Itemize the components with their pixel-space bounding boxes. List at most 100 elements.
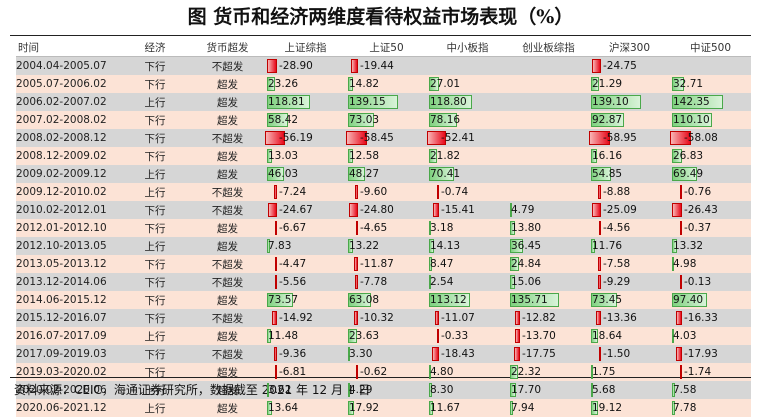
cell-period: 2009.02-2009.12 <box>16 165 120 183</box>
cell-value: -1.74 <box>670 366 711 378</box>
cell-money-supply: 不超发 <box>190 309 265 327</box>
cell-value: 7.78 <box>670 402 696 414</box>
cell-money-supply: 超发 <box>190 147 265 165</box>
cell-sme-index <box>427 57 508 76</box>
cell-value: 4.03 <box>670 330 696 342</box>
cell-csi300: 139.10 <box>589 93 670 111</box>
cell-money-supply: 不超发 <box>190 345 265 363</box>
cell-money-supply: 超发 <box>190 237 265 255</box>
cell-money-supply: 超发 <box>190 165 265 183</box>
cell-value: 3.18 <box>427 222 453 234</box>
cell-value: 4.80 <box>427 366 453 378</box>
cell-sme-index: 8.47 <box>427 255 508 273</box>
cell-value: 142.35 <box>670 96 710 108</box>
cell-value: 110.10 <box>670 114 710 126</box>
cell-value: 70.41 <box>427 168 460 180</box>
cell-money-supply: 超发 <box>190 363 265 381</box>
cell-sse50: -58.45 <box>346 129 427 147</box>
cell-period: 2015.12-2016.07 <box>16 309 120 327</box>
cell-value: -13.70 <box>508 330 556 342</box>
cell-csi500: 4.98 <box>670 255 751 273</box>
cell-csi500: -1.74 <box>670 363 751 381</box>
cell-value: 139.15 <box>346 96 386 108</box>
cell-period: 2004.04-2005.07 <box>16 57 120 76</box>
cell-value: 21.82 <box>427 150 460 162</box>
cell-value: -58.45 <box>346 132 394 144</box>
cell-sse50: -19.44 <box>346 57 427 76</box>
cell-sse-composite: 73.57 <box>265 291 346 309</box>
cell-sse50: 73.03 <box>346 111 427 129</box>
cell-sme-index: 118.80 <box>427 93 508 111</box>
cell-sse-composite: -9.36 <box>265 345 346 363</box>
cell-chinext-composite <box>508 165 589 183</box>
header-chinext-composite: 创业板综指 <box>508 39 589 57</box>
cell-chinext-composite: 36.45 <box>508 237 589 255</box>
cell-value: 113.12 <box>427 294 467 306</box>
cell-period: 2016.07-2017.09 <box>16 327 120 345</box>
cell-sme-index: 14.13 <box>427 237 508 255</box>
header-csi300: 沪深300 <box>589 39 670 57</box>
cell-csi300: -24.75 <box>589 57 670 76</box>
cell-csi300: -58.95 <box>589 129 670 147</box>
cell-economy: 下行 <box>120 75 190 93</box>
cell-value: -58.95 <box>589 132 637 144</box>
cell-value: -7.78 <box>346 276 387 288</box>
cell-period: 2008.02-2008.12 <box>16 129 120 147</box>
cell-economy: 下行 <box>120 255 190 273</box>
cell-value: 3.62 <box>265 384 291 396</box>
cell-csi300: 54.85 <box>589 165 670 183</box>
cell-sse50: 13.22 <box>346 237 427 255</box>
cell-value: -28.90 <box>265 60 313 72</box>
cell-sme-index: -52.41 <box>427 129 508 147</box>
cell-value: 3.30 <box>346 348 372 360</box>
cell-sme-index: 11.67 <box>427 399 508 417</box>
cell-value: 27.01 <box>427 78 460 90</box>
cell-value: -0.74 <box>427 186 468 198</box>
cell-sse-composite: -28.90 <box>265 57 346 76</box>
cell-sme-index: -0.74 <box>427 183 508 201</box>
cell-value: -6.81 <box>265 366 306 378</box>
cell-chinext-composite: 7.94 <box>508 399 589 417</box>
cell-period: 2006.02-2007.02 <box>16 93 120 111</box>
cell-money-supply: 超发 <box>190 75 265 93</box>
cell-value: -5.56 <box>265 276 306 288</box>
cell-chinext-composite: 17.70 <box>508 381 589 399</box>
cell-csi300: 92.87 <box>589 111 670 129</box>
cell-sse-composite: 13.64 <box>265 399 346 417</box>
cell-value: -18.43 <box>427 348 475 360</box>
cell-value: -11.07 <box>427 312 475 324</box>
cell-csi500: 110.10 <box>670 111 751 129</box>
cell-period: 2020.06-2021.12 <box>16 399 120 417</box>
cell-economy: 下行 <box>120 219 190 237</box>
cell-money-supply: 不超发 <box>190 183 265 201</box>
cell-value: -9.36 <box>265 348 306 360</box>
cell-sse50: 3.30 <box>346 345 427 363</box>
cell-value: 16.16 <box>589 150 622 162</box>
cell-value: 32.71 <box>670 78 703 90</box>
cell-sme-index: -18.43 <box>427 345 508 363</box>
cell-sse50: 14.82 <box>346 75 427 93</box>
cell-sse-composite: -6.67 <box>265 219 346 237</box>
cell-value: 15.06 <box>508 276 541 288</box>
cell-sse-composite: 13.03 <box>265 147 346 165</box>
cell-value: -14.92 <box>265 312 313 324</box>
cell-value: -17.93 <box>670 348 718 360</box>
cell-value: -4.65 <box>346 222 387 234</box>
cell-sme-index: -15.41 <box>427 201 508 219</box>
cell-value: 12.58 <box>346 150 379 162</box>
cell-chinext-composite: 24.84 <box>508 255 589 273</box>
cell-value: -0.13 <box>670 276 711 288</box>
cell-value: 54.85 <box>589 168 622 180</box>
cell-period: 2009.12-2010.02 <box>16 183 120 201</box>
cell-csi500: 26.83 <box>670 147 751 165</box>
header-sse50: 上证50 <box>346 39 427 57</box>
cell-economy: 上行 <box>120 183 190 201</box>
cell-value: -19.44 <box>346 60 394 72</box>
